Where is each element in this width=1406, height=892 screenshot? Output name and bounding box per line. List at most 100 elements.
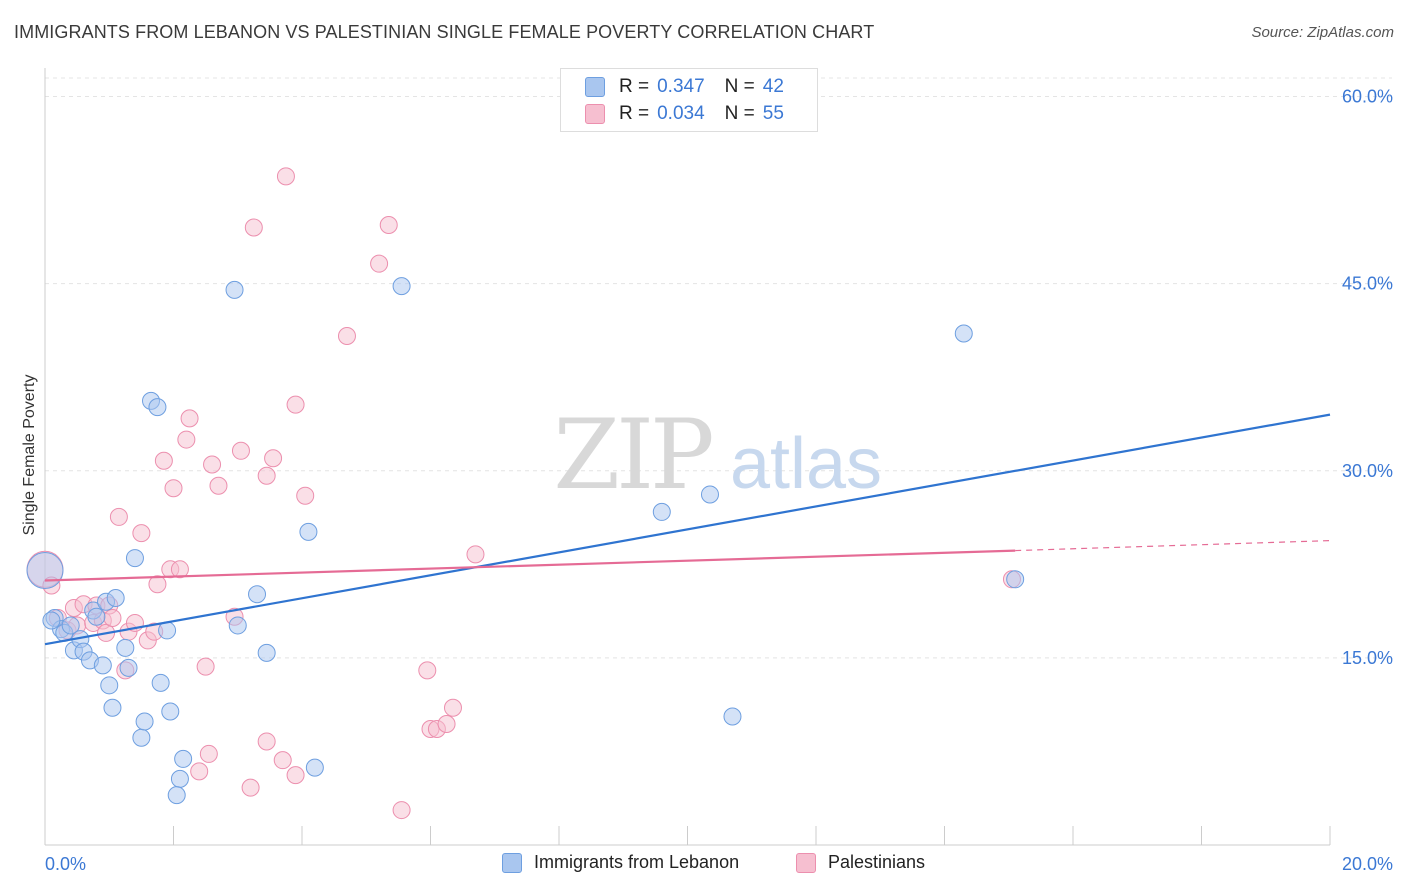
legend-n-value: 55: [762, 103, 784, 124]
series-legend: Immigrants from Lebanon Palestinians: [0, 852, 1406, 878]
gridlines: [45, 77, 1392, 659]
point-lebanon: [170, 769, 189, 788]
watermark-zip: ZIP: [553, 399, 712, 511]
chart-title: IMMIGRANTS FROM LEBANON VS PALESTINIAN S…: [14, 22, 875, 42]
point-palestinians: [264, 449, 283, 468]
y-tick-label: 30.0%: [1342, 461, 1393, 481]
y-tick-label: 60.0%: [1342, 87, 1393, 107]
y-tick-label: 45.0%: [1342, 274, 1393, 294]
legend-swatch-pink: [796, 852, 816, 873]
legend-row-lebanon: R = 0.347 N = 42: [585, 75, 784, 99]
tick-labels: 15.0% 30.0% 45.0% 60.0% 0.0% 20.0%: [45, 87, 1393, 875]
point-lebanon: [392, 277, 411, 296]
point-palestinians: [273, 751, 292, 770]
point-lebanon: [161, 702, 180, 721]
legend-swatch-pink: [585, 104, 605, 124]
correlation-legend: R = 0.347 N = 42 R = 0.034 N = 55: [560, 68, 818, 132]
legend-r-value: 0.347: [657, 76, 705, 97]
point-palestinians: [418, 661, 437, 680]
point-palestinians: [392, 801, 411, 820]
point-lebanon: [100, 676, 119, 695]
y-tick-label: 15.0%: [1342, 648, 1393, 668]
trend-line-palestinians: [44, 549, 1016, 582]
legend-swatch-blue: [502, 852, 522, 873]
point-lebanon: [135, 712, 154, 731]
legend-label-palestinians: Palestinians: [828, 852, 926, 872]
point-palestinians: [379, 215, 398, 234]
point-lebanon: [116, 638, 135, 657]
point-palestinians: [296, 486, 315, 505]
point-palestinians: [177, 430, 196, 449]
trend-line-palestinians-extrapolated: [1015, 540, 1331, 552]
legend-swatch-blue: [585, 77, 605, 97]
point-lebanon: [257, 643, 276, 662]
point-palestinians: [257, 466, 276, 485]
point-palestinians: [154, 451, 173, 470]
point-lebanon: [700, 485, 719, 504]
point-palestinians: [370, 254, 389, 273]
legend-r-label: R =: [619, 103, 650, 124]
point-lebanon: [954, 324, 973, 343]
point-lebanon: [1006, 570, 1025, 589]
legend-item-lebanon[interactable]: Immigrants from Lebanon: [502, 852, 739, 873]
trend-lines: [44, 413, 1331, 646]
point-palestinians: [231, 441, 250, 460]
point-lebanon: [42, 611, 61, 630]
legend-label-lebanon: Immigrants from Lebanon: [534, 852, 740, 872]
legend-n-label: N =: [724, 103, 755, 124]
point-palestinians: [164, 479, 183, 498]
point-lebanon: [26, 552, 64, 590]
point-lebanon: [299, 522, 318, 541]
point-lebanon: [151, 673, 170, 692]
point-lebanon: [87, 607, 106, 626]
legend-n-value: 42: [762, 76, 784, 97]
point-palestinians: [103, 608, 122, 627]
x-tick-label-min: 0.0%: [45, 854, 86, 874]
data-points: [26, 167, 1025, 820]
point-palestinians: [199, 744, 218, 763]
point-palestinians: [209, 476, 228, 495]
point-palestinians: [276, 167, 295, 186]
point-lebanon: [125, 549, 144, 568]
point-palestinians: [132, 524, 151, 543]
point-palestinians: [257, 732, 276, 751]
point-palestinians: [244, 218, 263, 237]
legend-row-palestinians: R = 0.034 N = 55: [585, 102, 784, 126]
point-lebanon: [305, 758, 324, 777]
point-palestinians: [170, 560, 189, 579]
legend-item-palestinians[interactable]: Palestinians: [796, 852, 925, 873]
point-palestinians: [109, 507, 128, 526]
trend-line-lebanon: [44, 413, 1331, 646]
point-palestinians: [180, 409, 199, 428]
point-palestinians: [443, 698, 462, 717]
axes: [44, 68, 1331, 846]
point-lebanon: [167, 786, 186, 805]
point-lebanon: [228, 616, 247, 635]
point-palestinians: [203, 455, 222, 474]
point-lebanon: [174, 749, 193, 768]
x-tick-label-max: 20.0%: [1342, 854, 1393, 874]
watermark: ZIP atlas: [553, 399, 882, 511]
point-lebanon: [248, 585, 267, 604]
point-lebanon: [723, 707, 742, 726]
point-palestinians: [196, 657, 215, 676]
point-palestinians: [337, 327, 356, 346]
point-palestinians: [148, 575, 167, 594]
legend-r-value: 0.034: [657, 103, 705, 124]
point-palestinians: [466, 545, 485, 564]
point-palestinians: [190, 762, 209, 781]
point-palestinians: [437, 714, 456, 733]
point-lebanon: [132, 728, 151, 747]
point-lebanon: [225, 280, 244, 299]
point-lebanon: [106, 588, 125, 607]
point-lebanon: [93, 656, 112, 675]
point-palestinians: [286, 395, 305, 414]
point-lebanon: [103, 698, 122, 717]
point-lebanon: [119, 658, 138, 677]
point-palestinians: [286, 766, 305, 785]
source-label: Source: ZipAtlas.com: [1251, 24, 1394, 41]
point-lebanon: [652, 502, 671, 521]
point-lebanon: [148, 398, 167, 417]
point-lebanon: [61, 616, 80, 635]
